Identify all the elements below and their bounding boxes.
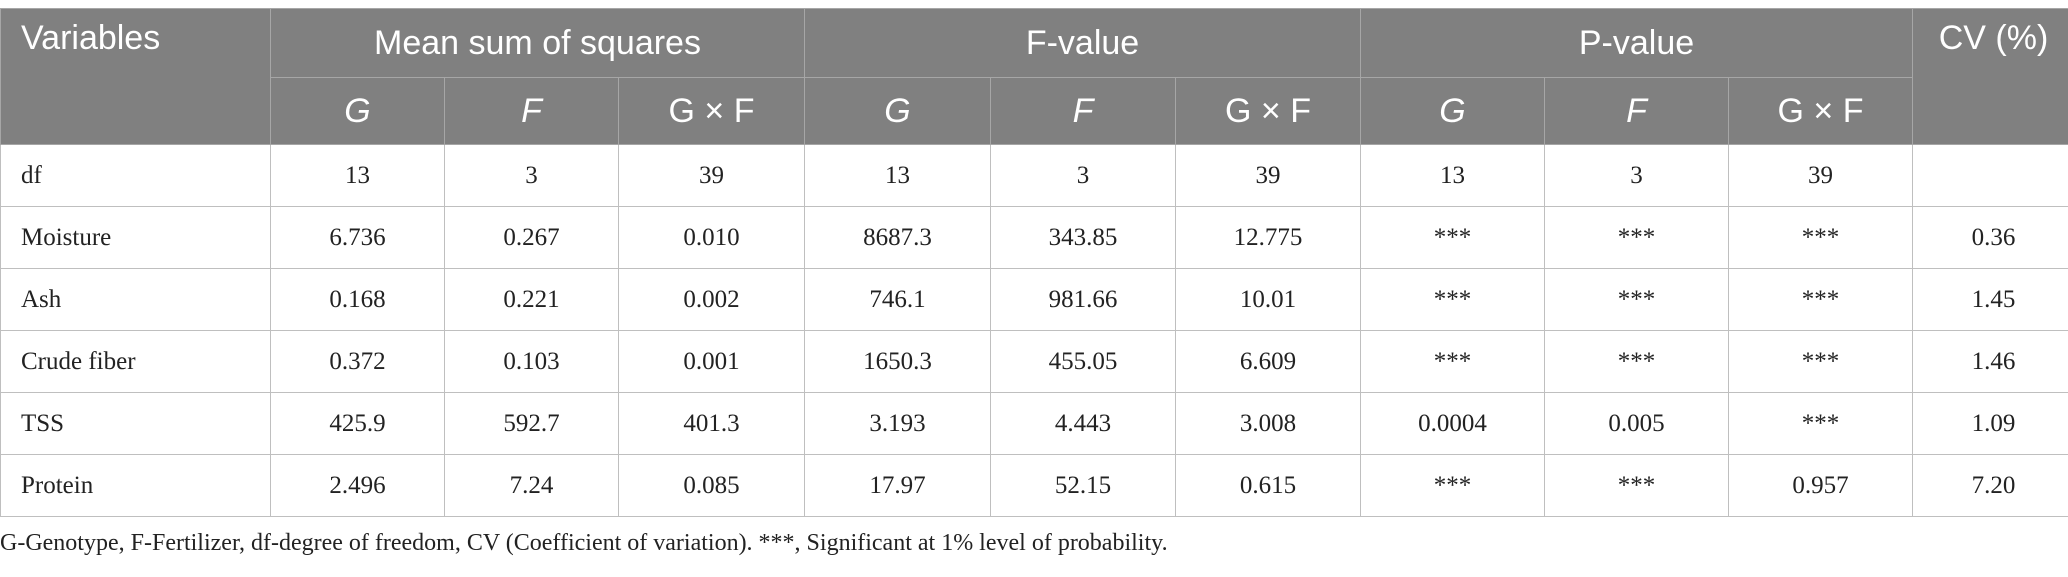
table-cell: 0.957 <box>1727 454 1914 517</box>
subheader-g: G <box>270 77 445 145</box>
table-cell: 6.609 <box>1175 330 1361 393</box>
table-cell: 4.443 <box>990 392 1176 455</box>
header-variables: Variables <box>0 8 271 145</box>
anova-table: Variables Mean sum of squares F-value P-… <box>0 8 2068 517</box>
subheader-g: G <box>1360 77 1545 145</box>
table-cell: *** <box>1360 454 1545 517</box>
table-cell: 1.46 <box>1912 330 2068 393</box>
table-cell: 425.9 <box>270 392 445 455</box>
subheader-g: G <box>804 77 991 145</box>
table-cell: 981.66 <box>990 268 1176 331</box>
header-f-value: F-value <box>804 8 1361 78</box>
table-row: df 13 3 39 13 3 39 13 3 39 <box>0 144 2068 207</box>
table-cell: 0.372 <box>270 330 445 393</box>
table-cell: *** <box>1727 206 1914 269</box>
table-cell: *** <box>1727 268 1914 331</box>
table-cell: 343.85 <box>990 206 1176 269</box>
table-cell: 39 <box>1175 144 1361 207</box>
row-label: Ash <box>0 268 271 331</box>
table-cell: 1.09 <box>1912 392 2068 455</box>
table-cell: 0.168 <box>270 268 445 331</box>
table-cell: 3 <box>990 144 1176 207</box>
table-cell: 0.002 <box>618 268 805 331</box>
table-cell: 3.193 <box>804 392 991 455</box>
table-cell: 0.221 <box>444 268 619 331</box>
subheader-f: F <box>444 77 619 145</box>
table-cell: *** <box>1360 206 1545 269</box>
table-row: Crude fiber 0.372 0.103 0.001 1650.3 455.05 6.… <box>0 330 2068 393</box>
table-footnote: G-Genotype, F-Fertilizer, df-degree of f… <box>0 530 1168 556</box>
subheader-f: F <box>1544 77 1729 145</box>
table-cell: 10.01 <box>1175 268 1361 331</box>
table-cell: 39 <box>618 144 805 207</box>
table-cell: 0.001 <box>618 330 805 393</box>
table-cell: 17.97 <box>804 454 991 517</box>
table-cell: *** <box>1727 392 1914 455</box>
table-cell: *** <box>1727 330 1914 393</box>
table-body: df 13 3 39 13 3 39 13 3 39 Moisture 6.736 0.267 0.010… <box>0 144 2068 517</box>
table-cell: 12.775 <box>1175 206 1361 269</box>
table-cell: 39 <box>1727 144 1914 207</box>
table-row: TSS 425.9 592.7 401.3 3.193 4.443 3.008 0.0004 0… <box>0 392 2068 455</box>
table-cell: 6.736 <box>270 206 445 269</box>
table-cell: 0.615 <box>1175 454 1361 517</box>
table-cell: *** <box>1544 330 1729 393</box>
table-cell: 13 <box>1360 144 1545 207</box>
table-cell: 746.1 <box>804 268 991 331</box>
table-cell: 592.7 <box>444 392 619 455</box>
table-cell: 3 <box>444 144 619 207</box>
table-cell: *** <box>1360 268 1545 331</box>
table-cell: *** <box>1544 268 1729 331</box>
table-cell: 8687.3 <box>804 206 991 269</box>
table-cell: 1.45 <box>1912 268 2068 331</box>
table-cell: 13 <box>804 144 991 207</box>
table-cell: 2.496 <box>270 454 445 517</box>
row-label: TSS <box>0 392 271 455</box>
table-cell: 7.24 <box>444 454 619 517</box>
table-cell: 0.005 <box>1544 392 1729 455</box>
table-row: Moisture 6.736 0.267 0.010 8687.3 343.85 12.77… <box>0 206 2068 269</box>
row-label: Moisture <box>0 206 271 269</box>
subheader-f: F <box>990 77 1176 145</box>
table-cell: *** <box>1544 206 1729 269</box>
table-cell <box>1912 144 2068 207</box>
table-header: Variables Mean sum of squares F-value P-… <box>0 8 2068 145</box>
table-cell: 13 <box>270 144 445 207</box>
table-cell: 52.15 <box>990 454 1176 517</box>
table-cell: 1650.3 <box>804 330 991 393</box>
anova-table-container: Variables Mean sum of squares F-value P-… <box>0 8 2068 517</box>
subheader-gxf: G × F <box>618 77 805 145</box>
table-cell: 401.3 <box>618 392 805 455</box>
table-cell: 7.20 <box>1912 454 2068 517</box>
row-label: df <box>0 144 271 207</box>
table-cell: 3 <box>1544 144 1729 207</box>
table-cell: 0.010 <box>618 206 805 269</box>
table-cell: 0.103 <box>444 330 619 393</box>
header-mean-sum-of-squares: Mean sum of squares <box>270 8 805 78</box>
header-row-groups: Variables Mean sum of squares F-value P-… <box>0 8 2068 145</box>
table-row: Protein 2.496 7.24 0.085 17.97 52.15 0.615 *** *… <box>0 454 2068 517</box>
table-cell: *** <box>1544 454 1729 517</box>
row-label: Crude fiber <box>0 330 271 393</box>
table-cell: 0.0004 <box>1360 392 1545 455</box>
subheader-gxf: G × F <box>1175 77 1361 145</box>
table-cell: 0.36 <box>1912 206 2068 269</box>
table-row: Ash 0.168 0.221 0.002 746.1 981.66 10.01 *** ***… <box>0 268 2068 331</box>
table-cell: 3.008 <box>1175 392 1361 455</box>
table-cell: 0.085 <box>618 454 805 517</box>
header-cv: CV (%) <box>1912 8 2068 145</box>
header-row-factors: G F G × F G F G × F G F G × F <box>1 77 2068 145</box>
header-p-value: P-value <box>1359 8 1914 78</box>
row-label: Protein <box>0 454 271 517</box>
table-cell: 0.267 <box>444 206 619 269</box>
table-cell: 455.05 <box>990 330 1176 393</box>
table-cell: *** <box>1360 330 1545 393</box>
subheader-gxf: G × F <box>1727 77 1914 145</box>
